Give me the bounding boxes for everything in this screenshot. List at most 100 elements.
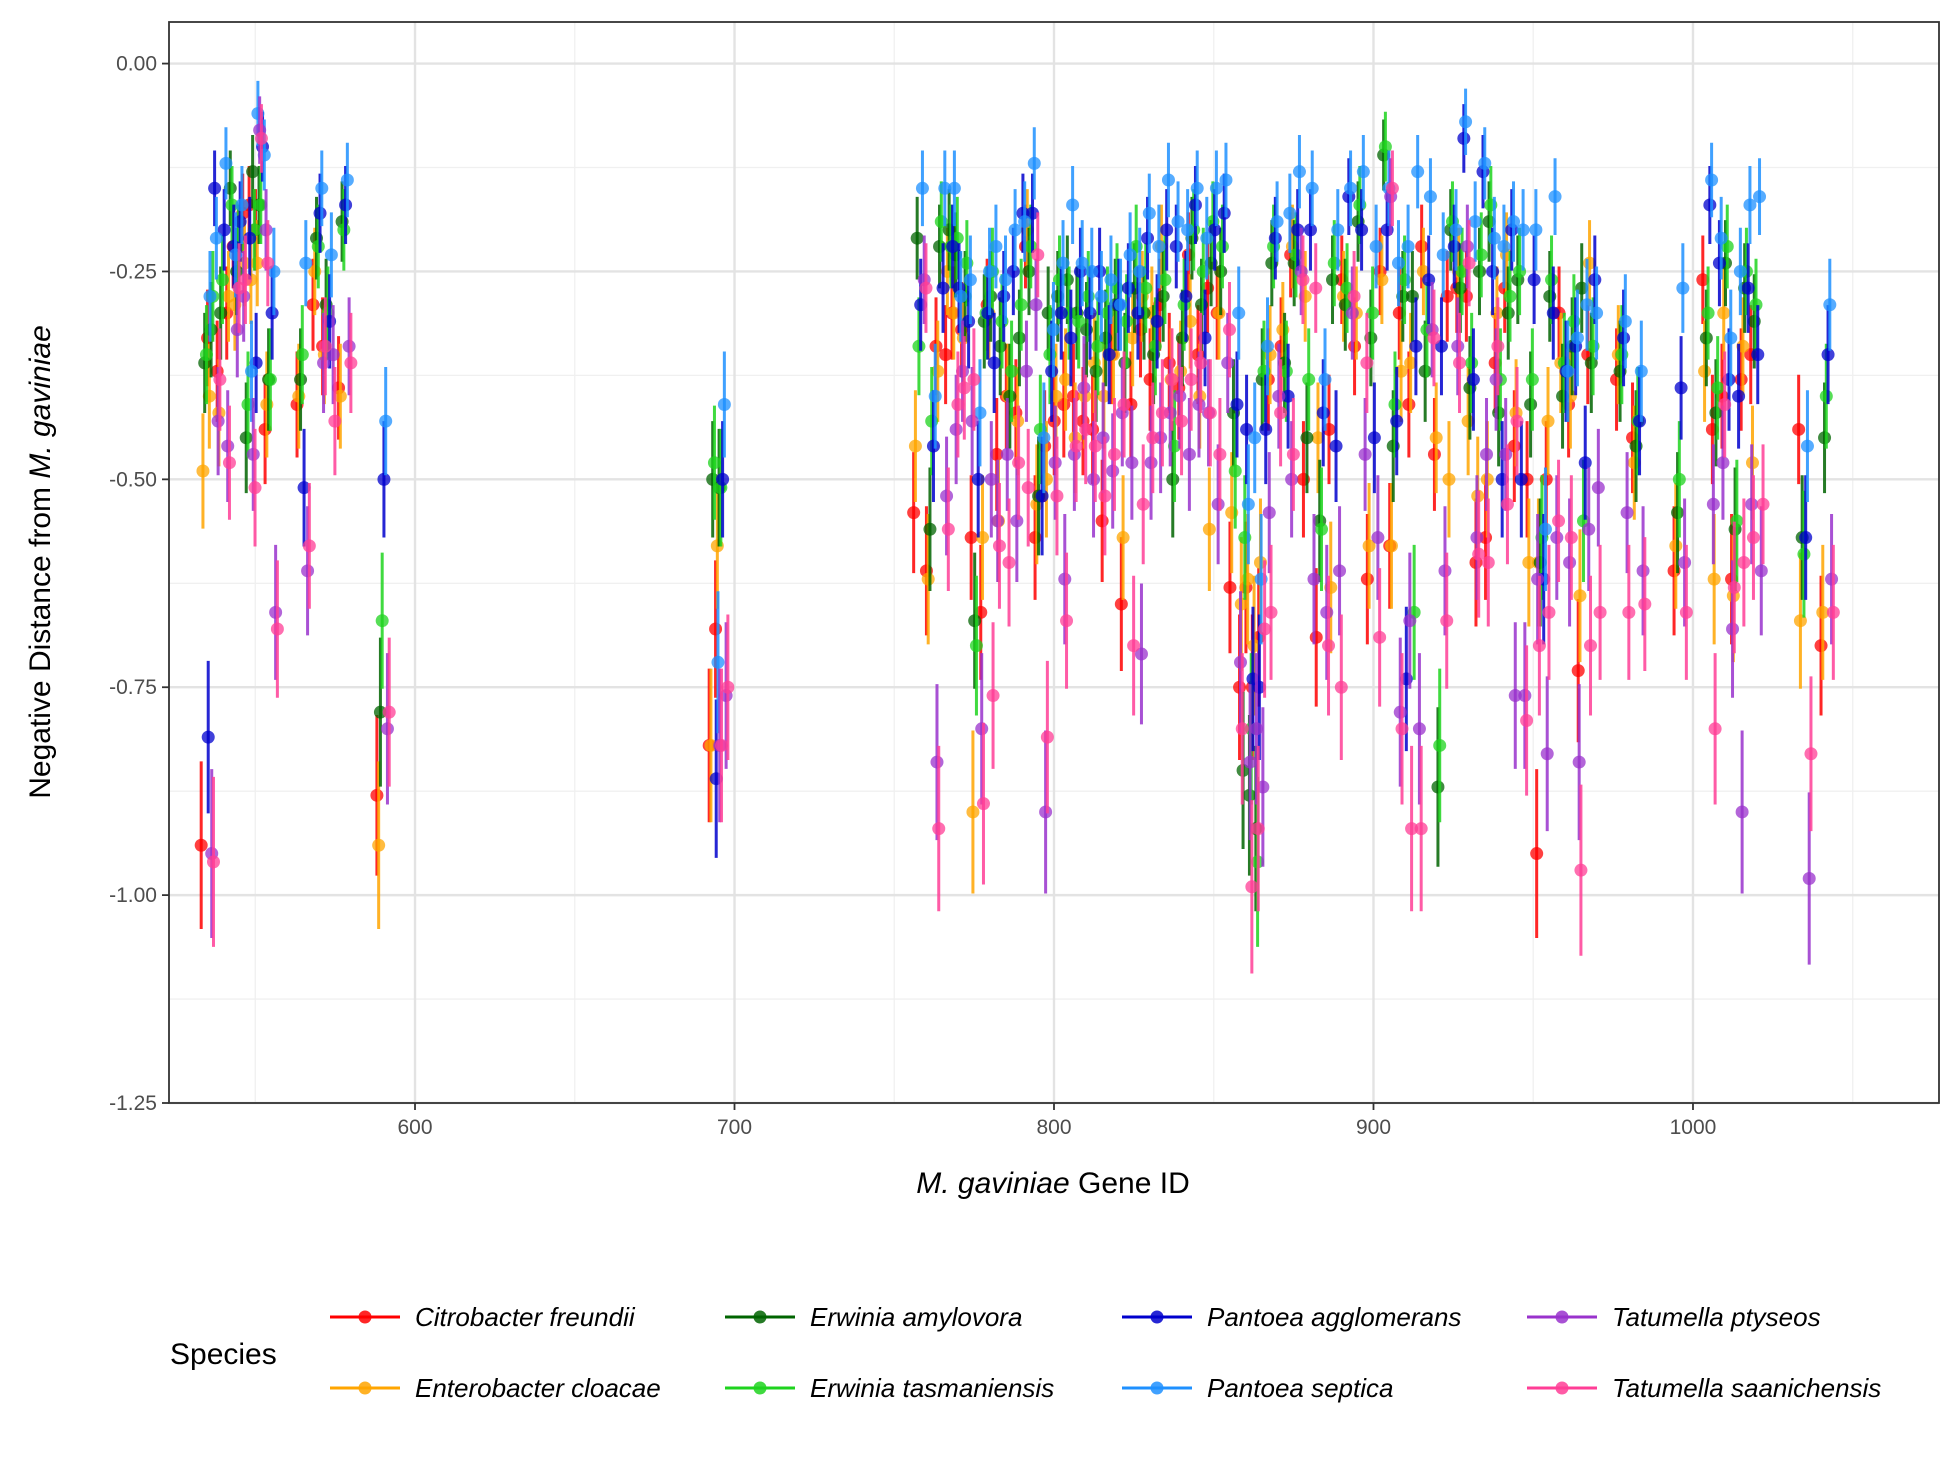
legend-item: Enterobacter cloacae [330,1373,661,1403]
data-point [1305,181,1319,195]
data-point [246,447,260,461]
data-point [1388,398,1402,412]
data-point [1580,298,1594,312]
y-tick-label: -1.00 [109,884,157,907]
data-point [311,240,325,254]
data-point [1492,406,1506,420]
data-point [1472,264,1486,278]
data-point [1095,514,1109,528]
data-point [203,289,217,303]
data-point [302,539,316,553]
data-point [938,181,952,195]
data-point [259,223,273,237]
series-erwinia-tasmaniensis [199,111,1833,947]
data-point [1085,264,1099,278]
data-point [1582,522,1596,536]
data-point [1816,605,1830,619]
data-point [1699,331,1713,345]
data-point [964,531,978,545]
data-point [989,240,1003,254]
data-point [1179,289,1193,303]
legend-item: Tatumella saanichensis [1527,1373,1881,1403]
data-point [1818,431,1832,445]
data-point [337,223,351,237]
data-point [1012,331,1026,345]
data-point [222,456,236,470]
data-point [1403,614,1417,628]
data-point [1802,871,1816,885]
data-point [1356,165,1370,179]
y-tick-label: 0.00 [116,53,157,76]
data-point [1391,256,1405,270]
data-point [1161,173,1175,187]
data-point [1054,306,1068,320]
data-point [1466,373,1480,387]
data-point [1468,215,1482,229]
legend-item: Erwinia tasmaniensis [725,1373,1054,1403]
data-point [1126,331,1140,345]
data-point [1620,506,1634,520]
data-point [1146,431,1160,445]
data-point [936,281,950,295]
data-point [984,472,998,486]
data-point [339,198,353,212]
data-point [1530,847,1544,861]
data-point [1258,622,1272,636]
data-point [1318,373,1332,387]
legend-item: Erwinia amylovora [725,1302,1022,1332]
legend-key-point [753,1310,767,1324]
data-point [1077,381,1091,395]
data-point [946,240,960,254]
data-point [1116,531,1130,545]
data-point [910,231,924,245]
legend-label: Citrobacter freundii [415,1302,636,1332]
data-point [1223,580,1237,594]
data-point [1251,822,1265,836]
legend-key-point [1555,1381,1569,1395]
data-point [1120,314,1134,328]
data-point [1385,181,1399,195]
data-point [1003,389,1017,403]
data-point [711,655,725,669]
legend-key-point [1555,1310,1569,1324]
data-point [1799,531,1813,545]
data-point [342,339,356,353]
data-point [1046,323,1060,337]
data-point [1010,514,1024,528]
data-point [1518,689,1532,703]
data-point [949,422,963,436]
data-point [1222,323,1236,337]
data-point [1056,256,1070,270]
data-point [1717,306,1731,320]
y-tick-label: -0.25 [109,260,157,283]
data-point [1436,248,1450,262]
data-point [1574,863,1588,877]
data-point [1248,431,1262,445]
data-point [344,356,358,370]
data-point [1718,398,1732,412]
data-point [379,414,393,428]
data-point [1358,447,1372,461]
data-point [1022,264,1036,278]
data-point [1548,190,1562,204]
data-point [1527,273,1541,287]
data-point [1429,431,1443,445]
data-point [1322,639,1336,653]
data-point [1708,722,1722,736]
data-point [1194,356,1208,370]
series-pantoea-agglomerans [201,104,1835,858]
data-point [1200,231,1214,245]
x-tick-label: 900 [1356,1116,1391,1139]
data-point [1671,506,1685,520]
data-point [1311,431,1325,445]
data-point [1524,398,1538,412]
data-point [986,689,1000,703]
data-point [1550,531,1564,545]
data-point [1228,464,1242,478]
data-point [1730,514,1744,528]
data-point [1538,522,1552,536]
data-point [1259,422,1273,436]
data-point [1541,414,1555,428]
data-point [370,788,384,802]
data-point [975,722,989,736]
